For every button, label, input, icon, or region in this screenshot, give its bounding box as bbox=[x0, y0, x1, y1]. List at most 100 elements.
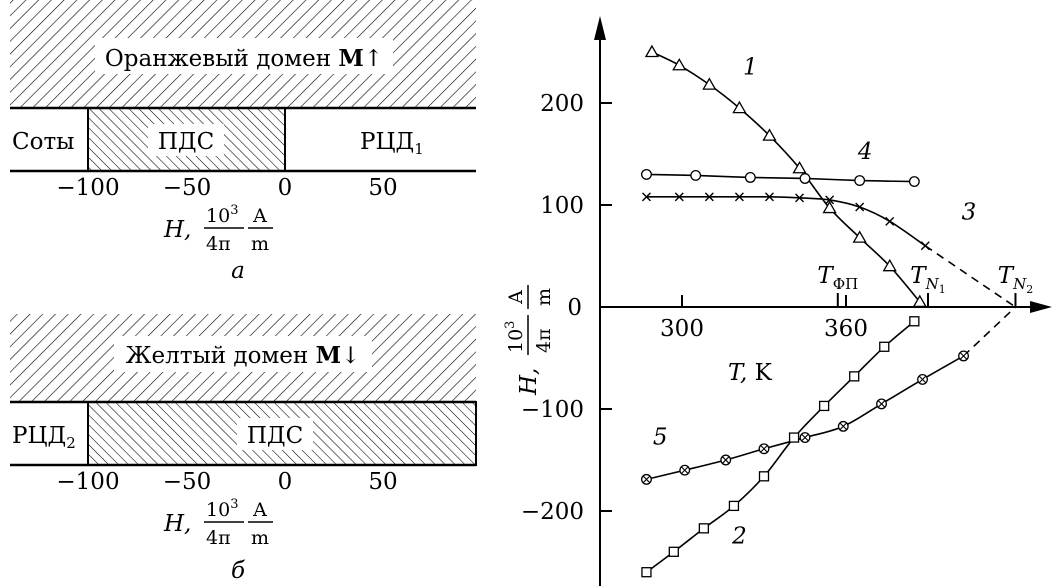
marker-triangle bbox=[732, 100, 747, 114]
panel-a-xlabel-unit-num: A bbox=[252, 205, 267, 227]
marker-circle bbox=[744, 172, 756, 183]
marker-x bbox=[704, 192, 714, 202]
marker-x bbox=[764, 192, 774, 202]
marker-x bbox=[734, 192, 744, 202]
marker-square bbox=[879, 341, 890, 352]
panel-b-xlabel-den: 4π bbox=[206, 527, 231, 549]
y-tick-label: 0 bbox=[567, 295, 582, 321]
y-axis-arrow-icon bbox=[594, 16, 606, 40]
curve-label-4: 4 bbox=[857, 139, 873, 165]
marker-triangle bbox=[672, 57, 687, 71]
marker-square bbox=[698, 523, 710, 534]
marker-x bbox=[795, 193, 805, 203]
curve-2 bbox=[645, 320, 915, 573]
marker-x bbox=[855, 202, 865, 212]
markers bbox=[641, 44, 969, 578]
marker-square bbox=[728, 500, 740, 512]
curve-3 bbox=[646, 195, 926, 247]
marker-circle-x-cross bbox=[801, 433, 809, 442]
marker-triangle bbox=[792, 160, 807, 174]
marker-circle-x-cross bbox=[839, 422, 847, 431]
marker-circle bbox=[854, 175, 866, 186]
panel-a-xlabel-h: H, bbox=[163, 217, 191, 243]
marker-triangle bbox=[852, 230, 867, 243]
y-ticks: 200 100 0 −100 −200 bbox=[521, 91, 612, 525]
marker-x bbox=[920, 241, 930, 251]
marker-square bbox=[788, 432, 800, 443]
curve-5 bbox=[646, 355, 964, 481]
panel-a: Оранжевый домен M↑ ПДС Соты РЦД1 −100 −5… bbox=[10, 0, 476, 284]
panel-a-tick-label: 50 bbox=[368, 175, 397, 201]
panel-a-region-soty: Соты bbox=[12, 129, 74, 155]
panel-a-domain-label: Оранжевый домен M↑ bbox=[105, 45, 383, 72]
marker-x bbox=[825, 195, 835, 205]
panel-a-tick-label: 0 bbox=[278, 175, 293, 201]
panel-b-xlabel-num: 103 bbox=[206, 497, 238, 521]
marker-circle-x-cross bbox=[681, 466, 689, 474]
panel-b-tick-label: −50 bbox=[163, 469, 212, 495]
curves bbox=[645, 51, 1017, 573]
panel-a-ticks: −100 −50 0 50 bbox=[56, 175, 397, 201]
panel-a-pds-label-bg bbox=[148, 124, 224, 156]
marker-square bbox=[668, 546, 679, 557]
curve-5-extrapolation bbox=[962, 306, 1017, 357]
curve-label-3: 3 bbox=[962, 199, 977, 225]
panel-b-xlabel-h: H, bbox=[163, 511, 191, 537]
panel-b-tick-label: 0 bbox=[278, 469, 293, 495]
marker-x bbox=[885, 216, 895, 226]
curve-3-extrapolation bbox=[924, 245, 1016, 308]
curve-label-1: 1 bbox=[743, 54, 758, 80]
marker-x bbox=[641, 192, 651, 202]
panel-b-xlabel-unit-den: m bbox=[251, 527, 269, 549]
y-tick-label: −200 bbox=[521, 499, 584, 525]
marker-circle-x-cross bbox=[642, 475, 651, 484]
marker-triangle bbox=[702, 77, 717, 90]
panel-b-region-pds: ПДС bbox=[247, 423, 303, 449]
marker-circle-x-cross bbox=[959, 352, 968, 360]
curve-labels: 1 4 3 5 2 bbox=[653, 54, 977, 549]
marker-x bbox=[674, 192, 684, 202]
panel-a-tick-label: −50 bbox=[163, 175, 212, 201]
temperature-mark-label: TN1 bbox=[910, 263, 945, 296]
marker-triangle bbox=[882, 258, 897, 272]
y-axis-label: H, 103 4π A m bbox=[503, 285, 555, 396]
marker-triangle bbox=[822, 200, 837, 214]
marker-circle bbox=[690, 169, 702, 181]
marker-triangle bbox=[762, 128, 777, 141]
temperature-marks: TФП TN1 TN2 bbox=[817, 263, 1033, 307]
panel-a-region-rcd1: РЦД1 bbox=[360, 129, 424, 158]
x-axis-label: T, K bbox=[728, 360, 773, 386]
x-ticks: 300 360 bbox=[660, 295, 868, 342]
panel-a-region-pds: ПДС bbox=[158, 129, 214, 155]
temperature-mark-label: TN2 bbox=[998, 263, 1033, 296]
curve-4 bbox=[646, 173, 915, 183]
marker-square bbox=[909, 316, 920, 327]
x-tick-label: 360 bbox=[824, 316, 868, 342]
marker-circle bbox=[641, 168, 652, 180]
panel-b-tick-label: 50 bbox=[368, 469, 397, 495]
panel-b-domain-label-bg bbox=[114, 336, 372, 372]
x-tick-label: 300 bbox=[660, 316, 704, 342]
marker-circle bbox=[799, 173, 811, 184]
marker-triangle bbox=[912, 294, 927, 308]
marker-circle-x-cross bbox=[722, 456, 730, 464]
y-tick-label: 100 bbox=[540, 193, 584, 219]
curve-label-2: 2 bbox=[731, 524, 747, 550]
marker-square bbox=[641, 567, 652, 578]
marker-square bbox=[849, 371, 860, 382]
marker-square bbox=[818, 400, 830, 412]
marker-circle-x-cross bbox=[760, 445, 768, 453]
y-tick-label: −100 bbox=[521, 397, 584, 423]
ylabel-h: H, bbox=[516, 368, 542, 396]
x-axis-arrow-icon bbox=[1030, 301, 1052, 313]
marker-circle-x-cross bbox=[877, 400, 886, 408]
panel-b-xlabel: H, 103 4π A m bbox=[163, 497, 273, 549]
marker-triangle bbox=[644, 44, 660, 58]
panel-a-xlabel-unit-den: m bbox=[251, 233, 269, 255]
panel-a-xlabel-den: 4π bbox=[206, 233, 231, 255]
panel-a-tick-label: −100 bbox=[56, 175, 119, 201]
curve-1 bbox=[651, 51, 921, 303]
panel-a-xlabel-num: 103 bbox=[206, 203, 238, 227]
panel-b-region-rcd2: РЦД2 bbox=[12, 423, 76, 452]
panel-a-domain-label-bg bbox=[95, 38, 393, 74]
